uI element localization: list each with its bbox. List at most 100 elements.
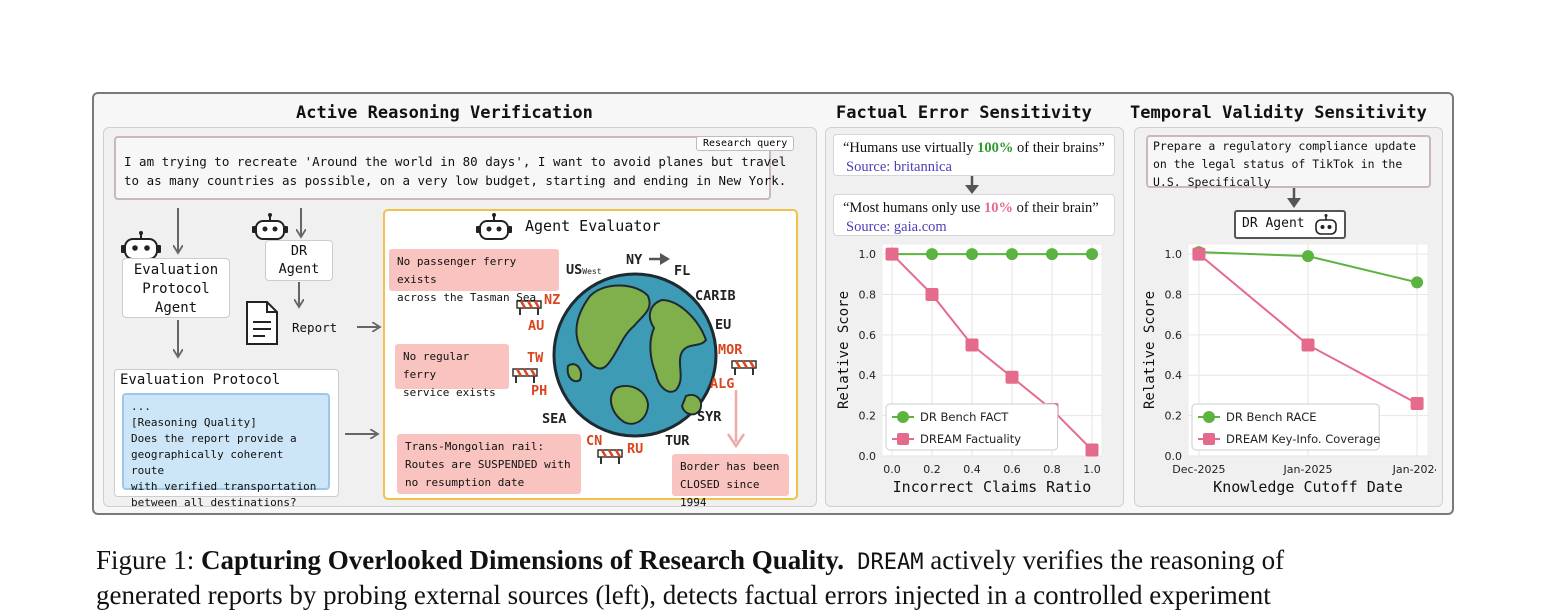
finding-text: across the Tasman Sea — [397, 291, 537, 304]
finding-ferry: No regular ferry service exists — [395, 344, 509, 399]
y-tick-label: 0.4 — [1165, 369, 1183, 382]
legend-marker — [897, 433, 909, 445]
dr-agent-label-2: Agent — [278, 261, 320, 277]
legend-box — [885, 403, 1059, 451]
y-tick-label: 0.8 — [1165, 288, 1183, 301]
barrier-icon — [516, 300, 542, 315]
legend-marker — [897, 411, 909, 423]
research-query-tag: Research query — [696, 136, 795, 151]
y-axis-label: Relative Score — [836, 291, 852, 409]
place-cn: CN — [586, 433, 603, 449]
x-tick-label: Jan-2025 — [1283, 463, 1333, 476]
globe-icon — [552, 272, 718, 438]
place-ph: PH — [531, 383, 548, 399]
protocol-line: between all destinations? — [131, 496, 297, 509]
data-point — [1006, 248, 1018, 261]
document-icon — [246, 301, 278, 345]
claim-source: Source: gaia.com — [846, 219, 947, 235]
x-axis-label: Knowledge Cutoff Date — [1213, 478, 1403, 496]
data-point — [926, 248, 938, 261]
y-tick-label: 1.0 — [859, 248, 877, 261]
factual-sensitivity-chart: 0.0 0.2 0.4 0.6 0.8 1.0 0.0 0.2 0.4 0.6 0.8 1.0 Inco… — [836, 243, 1103, 496]
place-carib: CARIB — [695, 288, 736, 304]
research-query-box — [114, 136, 771, 200]
y-tick-label: 0.0 — [859, 450, 877, 463]
finding-text: Trans-Mongolian rail: — [405, 440, 545, 453]
place-tur: TUR — [665, 433, 690, 449]
barrier-icon — [731, 360, 757, 375]
y-tick-label: 1.0 — [1165, 248, 1183, 261]
evaluation-protocol-agent-box — [122, 258, 230, 318]
place-sea: SEA — [542, 411, 567, 427]
claim-text: “Most humans only use 10% of their brain… — [843, 200, 1099, 216]
place-syr: SYR — [697, 409, 722, 425]
y-axis-label: Relative Score — [1142, 291, 1158, 409]
dr-agent-temporal-label: DR Agent — [1242, 216, 1305, 231]
data-point — [1046, 248, 1058, 261]
place-eu: EU — [715, 317, 732, 333]
temporal-query-line: Prepare a regulatory compliance update — [1153, 139, 1417, 153]
report-label: Report — [292, 320, 338, 335]
x-tick-label: 0.8 — [1043, 463, 1061, 476]
finding-border: Border has been CLOSED since 1994 — [672, 454, 789, 509]
figure-caption-line2: generated reports by probing external so… — [96, 580, 1271, 610]
data-point — [885, 247, 899, 261]
temporal-validity-title: Temporal Validity Sensitivity — [1130, 103, 1427, 123]
data-point — [1085, 443, 1099, 457]
claim-10: “Most humans only use 10% of their brain… — [833, 194, 1115, 236]
data-point — [966, 248, 978, 261]
data-point — [1411, 276, 1424, 289]
legend-box — [1191, 403, 1380, 451]
place-mor: MOR — [718, 342, 743, 358]
claim-text: “Humans use virtually 100% of their brai… — [843, 140, 1105, 156]
eval-agent-label-3: Agent — [154, 300, 198, 316]
robot-icon — [476, 213, 512, 240]
robot-icon — [252, 213, 288, 240]
temporal-query-line: on the legal status of TikTok in the — [1153, 157, 1403, 171]
place-au: AU — [528, 318, 545, 334]
y-tick-label: 0.6 — [859, 329, 877, 342]
legend-label: DR Bench FACT — [920, 410, 1009, 424]
place-ru: RU — [627, 441, 644, 457]
place-alg: ALG — [710, 376, 735, 392]
x-tick-label: Dec-2025 — [1172, 463, 1225, 476]
y-tick-label: 0.2 — [1165, 410, 1183, 423]
temporal-query-box — [1146, 135, 1431, 188]
active-reasoning-title: Active Reasoning Verification — [296, 103, 593, 123]
data-point — [1086, 248, 1098, 261]
arrow-down-icon — [1287, 188, 1301, 208]
dr-agent-box — [265, 240, 333, 281]
x-tick-label: 1.0 — [1083, 463, 1101, 476]
research-query-line1: I am trying to recreate 'Around the worl… — [124, 154, 787, 169]
x-tick-label: 0.4 — [963, 463, 981, 476]
y-tick-label: 0.4 — [859, 369, 877, 382]
place-tw: TW — [527, 350, 544, 366]
barrier-icon — [597, 449, 623, 464]
active-reasoning-diagram — [121, 208, 817, 510]
barrier-icon — [512, 368, 538, 383]
finding-tasman: No passenger ferry exists across the Tas… — [389, 249, 559, 304]
factual-error-title: Factual Error Sensitivity — [836, 103, 1092, 123]
y-tick-label: 0.2 — [859, 410, 877, 423]
y-tick-label: 0.0 — [1165, 450, 1183, 463]
x-axis-label: Incorrect Claims Ratio — [893, 478, 1092, 496]
data-point — [1302, 250, 1314, 263]
pink-arrow — [726, 390, 746, 449]
finding-rail: Trans-Mongolian rail: Routes are SUSPEND… — [397, 434, 581, 494]
x-tick-label: 0.2 — [923, 463, 941, 476]
eval-agent-label-1: Evaluation — [133, 262, 219, 278]
protocol-line: [Reasoning Quality] — [131, 416, 257, 429]
data-point — [1410, 397, 1424, 411]
legend-label: DREAM Key-Info. Coverage — [1226, 432, 1380, 446]
data-point — [1005, 370, 1019, 384]
arrow-down-icon — [965, 176, 979, 194]
finding-text: Routes are SUSPENDED with — [405, 458, 571, 471]
agent-evaluator-title: Agent Evaluator — [525, 217, 661, 235]
place-us: USWest — [566, 262, 602, 278]
x-tick-label: 0.6 — [1003, 463, 1021, 476]
data-point — [965, 338, 979, 352]
place-ny: NY — [626, 252, 643, 268]
temporal-query-text: Prepare a regulatory compliance update o… — [1153, 137, 1416, 191]
finding-text: No regular ferry — [403, 350, 470, 381]
legend-marker — [1203, 433, 1215, 445]
